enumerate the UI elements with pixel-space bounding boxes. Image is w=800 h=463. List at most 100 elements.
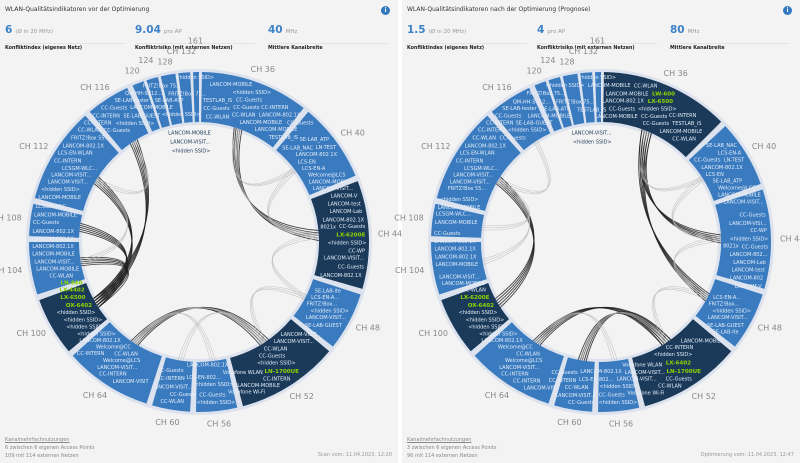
channel-segment[interactable]: [178, 72, 193, 123]
channel-segment[interactable]: [89, 87, 149, 151]
metric-value: 80: [670, 24, 685, 36]
ssid-label: LCSGM-WLC...: [62, 166, 98, 172]
channel-segment[interactable]: [431, 203, 485, 238]
channel-segment[interactable]: [431, 242, 487, 295]
channel-segment[interactable]: [311, 181, 370, 289]
channel-segment[interactable]: [688, 126, 761, 201]
chord-link: [532, 307, 663, 346]
ssid-label: LANCOM-MOBILE: [595, 114, 638, 120]
ssid-label: CC-Guests: [101, 106, 128, 112]
channel-label: CH 48: [356, 323, 380, 332]
channel-segment[interactable]: [193, 72, 199, 123]
channel-segment[interactable]: [695, 279, 763, 347]
channel-label: 161: [188, 37, 203, 46]
ssid-label: CC-Guests: [666, 377, 693, 383]
ssid-label: CC-Guests: [599, 393, 626, 399]
ssid-label: <hidden SSID>: [466, 317, 505, 323]
channel-segment[interactable]: [132, 81, 160, 132]
chord-link: [482, 178, 530, 226]
ssid-label: LANCOM-VISIT...: [324, 256, 364, 262]
ssid-label: <hidden SSID>: [172, 148, 211, 154]
channel-segment[interactable]: [160, 73, 183, 126]
channel-segment[interactable]: [441, 283, 510, 352]
external-summary: 96 mit 114 externen Netzen: [407, 453, 478, 459]
channel-segment[interactable]: [554, 357, 595, 412]
ssid-label: LANCOM-MOBILE: [32, 252, 75, 258]
metric-value: 9.04: [135, 24, 161, 36]
channel-segment[interactable]: [276, 111, 356, 196]
ssid-label: SE-LAB-GUEST: [305, 323, 343, 329]
own-ap-label: LX-6500: [648, 99, 673, 105]
metric-label: Mittlere Kanalbreite: [268, 43, 388, 51]
channel-segment[interactable]: [632, 319, 732, 407]
metric-label: Konfliktindex (eigenes Netz): [407, 43, 527, 51]
channel-segment[interactable]: [474, 322, 564, 404]
ssid-label: LANCOM-VISIT...: [625, 370, 665, 376]
channel-segment[interactable]: [146, 77, 170, 128]
info-icon[interactable]: i: [381, 6, 390, 15]
chord-link: [249, 289, 305, 344]
ssid-label: SE-LAB-lte: [713, 330, 739, 336]
channel-segment[interactable]: [595, 72, 601, 123]
ssid-label: CC-INTERN: [263, 377, 291, 383]
channel-segment[interactable]: [491, 87, 551, 151]
ssid-label: CC-WLAN: [232, 113, 256, 119]
ssid-label: CC-Guests: [170, 392, 197, 398]
channel-segment[interactable]: [534, 81, 562, 132]
channel-segment[interactable]: [598, 358, 640, 412]
ssid-label: LANCOM-802...: [729, 252, 767, 258]
ssid-label: <hidden SSID>: [577, 75, 616, 81]
channel-segment[interactable]: [230, 319, 330, 407]
ssid-label: CC-Guests: [609, 107, 636, 113]
channel-segment[interactable]: [152, 357, 193, 412]
own-ap-label: OX-6402: [66, 303, 92, 309]
channel-segment[interactable]: [201, 72, 304, 148]
ssid-label: CC-INTERN: [77, 351, 105, 357]
channel-segment[interactable]: [548, 77, 572, 128]
ssid-label: LANCOM-VISIT: [524, 385, 561, 391]
ssid-label: CC-Guests: [742, 244, 769, 250]
channel-segment[interactable]: [34, 115, 119, 211]
channel-segment[interactable]: [72, 322, 162, 404]
ssid-label: LANCOM-802.1X: [33, 229, 75, 235]
channel-segment[interactable]: [436, 115, 521, 211]
channel-label: CH 36: [664, 69, 688, 78]
ssid-label: SE-LAB-tester: [115, 98, 150, 104]
segments: [29, 72, 370, 412]
ssid-label: LN-TEST: [316, 145, 337, 151]
info-icon[interactable]: i: [783, 6, 792, 15]
channel-label: CH 100: [17, 329, 46, 338]
channel-label: CH 44: [780, 234, 800, 243]
own-ap-label: OX-6402: [468, 303, 494, 309]
ssid-label: CC-Guests: [233, 105, 260, 111]
ssid-label: LANCOM-VISIT...: [453, 173, 493, 179]
ssid-label: CC-INTERN: [261, 105, 289, 111]
channel-reuse-link[interactable]: Kanalmehrfachnutzungen: [407, 437, 472, 443]
ssid-label: TESTLAB_iS: [576, 107, 606, 113]
channel-segment[interactable]: [29, 242, 85, 295]
ssid-label: Welcome@CC: [498, 345, 533, 351]
channel-segment[interactable]: [715, 189, 771, 289]
channel-segment[interactable]: [603, 72, 722, 158]
ssid-label: SE-LAB-GUEST: [123, 113, 161, 119]
ssid-label: LN-TEST: [724, 157, 745, 163]
channel-label: CH 44: [378, 230, 402, 239]
ssid-label: CC-WLAN: [516, 351, 540, 357]
channel-label: 124: [138, 56, 153, 65]
channel-reuse-link[interactable]: Kanalmehrfachnutzungen: [5, 437, 70, 443]
channel-segment[interactable]: [562, 73, 585, 126]
ssid-label: SE-LAB-tester: [502, 106, 537, 112]
ssid-label: TESTLAB_iS: [202, 98, 232, 104]
metric-unit: pro AP: [547, 29, 566, 35]
metric-label: Konfliktindex (eigenes Netz): [5, 43, 125, 51]
channel-segment[interactable]: [39, 283, 108, 352]
channel-segment[interactable]: [580, 72, 595, 123]
channel-segment[interactable]: [196, 358, 238, 412]
channel-segment[interactable]: [293, 279, 361, 347]
ssid-label: CC-INTERN: [501, 372, 529, 378]
metric-unit: (Ø in 20 MHz): [15, 29, 53, 35]
ssid-label: <hidden SSID>: [232, 90, 271, 96]
channel-label: 124: [540, 56, 555, 65]
ssid-label: <hidden SSID>: [479, 331, 518, 337]
channel-segment[interactable]: [29, 203, 83, 238]
